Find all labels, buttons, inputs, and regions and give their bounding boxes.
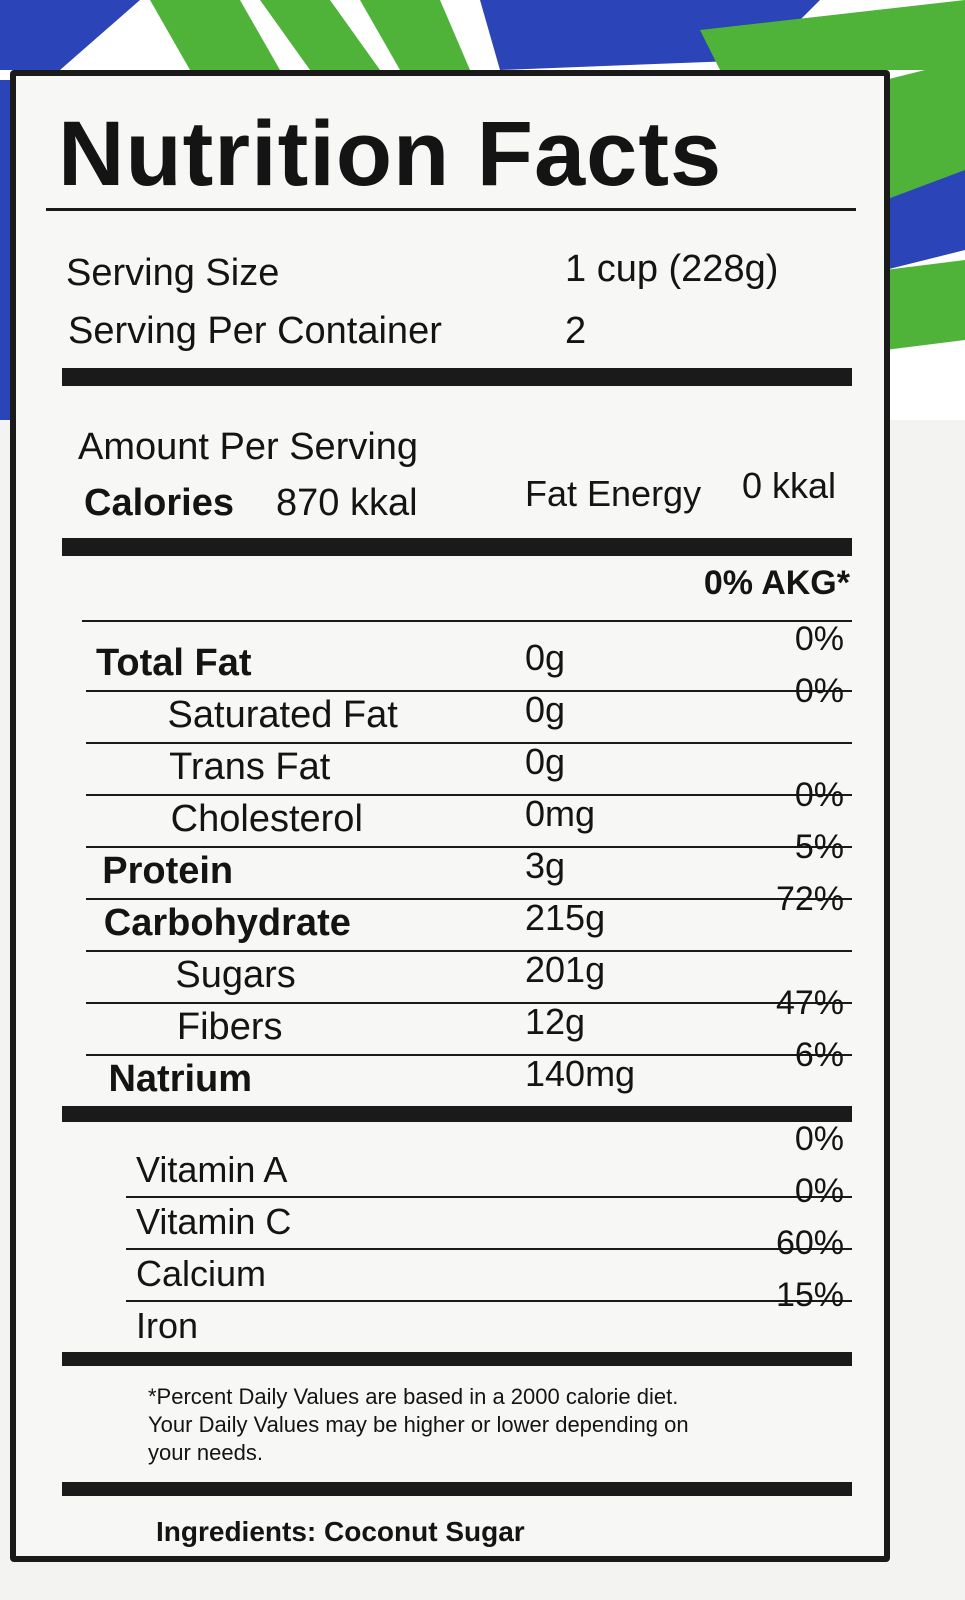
- nutrient-amount: 140mg: [525, 1053, 636, 1094]
- servings-per-container: 2: [565, 310, 587, 352]
- sub-nutrient-name: Cholesterol: [170, 798, 363, 840]
- sub-nutrient-name: Sugars: [175, 954, 296, 996]
- nutrient-amount: 201g: [525, 949, 606, 990]
- nutrient-dv: 6%: [794, 1036, 844, 1074]
- divider-line: [126, 1300, 852, 1302]
- vitamin-name: Calcium: [136, 1253, 267, 1294]
- vitamin-dv: 15%: [775, 1276, 844, 1314]
- divider-line: [86, 898, 852, 900]
- nutrient-amount: 0g: [525, 741, 566, 782]
- amount-per-serving: Amount Per Serving: [78, 426, 419, 468]
- sub-nutrient-name: Trans Fat: [169, 746, 331, 788]
- nutrient-amount: 0g: [525, 637, 566, 678]
- divider-line: [86, 950, 852, 952]
- divider-bar: [62, 538, 852, 556]
- fat-energy: 0 kkal: [742, 465, 837, 506]
- vitamin-name: Vitamin A: [136, 1149, 288, 1190]
- calories-label: Calories: [84, 482, 234, 524]
- vitamin-name: Iron: [136, 1305, 199, 1346]
- sub-nutrient-name: Saturated Fat: [167, 694, 398, 736]
- nutrient-name: Carbohydrate: [103, 902, 351, 944]
- nutrient-amount: 12g: [525, 1001, 586, 1042]
- nutrient-dv: 5%: [794, 828, 844, 866]
- nutrition-label: Nutrition Facts Serving Size 1 cup (228g) S…: [10, 70, 890, 1562]
- vitamin-dv: 0%: [794, 1172, 844, 1210]
- nutrient-dv: 72%: [775, 880, 844, 918]
- divider-bar: [62, 1352, 852, 1366]
- divider-line: [86, 794, 852, 796]
- divider-line: [86, 1002, 852, 1004]
- divider-bar: [62, 1482, 852, 1496]
- ingredients: Ingredients: Coconut Sugar: [156, 1516, 525, 1547]
- divider-line: [126, 1248, 852, 1250]
- divider-line: [86, 690, 852, 692]
- divider-line: [82, 620, 852, 622]
- servings-per-container-label: Serving Per Container: [68, 310, 442, 352]
- divider-line: [126, 1196, 852, 1198]
- nutrient-name: Natrium: [108, 1058, 253, 1100]
- footnote-line: Your Daily Values may be higher or lower…: [148, 1412, 689, 1437]
- calories: 870 kkal: [276, 482, 418, 524]
- vitamin-dv: 0%: [794, 1120, 844, 1158]
- divider-line: [86, 1054, 852, 1056]
- nutrient-dv: 0%: [794, 620, 844, 658]
- nutrient-dv: 0%: [794, 776, 844, 814]
- divider-line: [86, 742, 852, 744]
- nutrient-amount: 215g: [525, 897, 606, 938]
- serving-size: 1 cup (228g): [565, 248, 779, 290]
- fat-energy-label: Fat Energy: [525, 473, 702, 514]
- vitamin-name: Vitamin C: [136, 1201, 292, 1242]
- nutrient-amount: 3g: [525, 845, 566, 886]
- divider-bar: [62, 368, 852, 386]
- sub-nutrient-name: Fibers: [176, 1006, 283, 1048]
- dv-header: 0% AKG*: [703, 564, 850, 602]
- nutrient-dv: 47%: [775, 984, 844, 1022]
- divider-line: [86, 846, 852, 848]
- title: Nutrition Facts: [58, 103, 723, 205]
- nutrient-name: Protein: [102, 850, 234, 892]
- serving-size-label: Serving Size: [66, 252, 280, 294]
- vitamin-dv: 60%: [775, 1224, 844, 1262]
- divider-line: [46, 208, 856, 211]
- footnote-line: *Percent Daily Values are based in a 200…: [148, 1384, 679, 1409]
- footnote-line: your needs.: [148, 1440, 263, 1465]
- nutrient-dv: 0%: [794, 672, 844, 710]
- nutrient-amount: 0mg: [525, 793, 596, 834]
- nutrient-name: Total Fat: [96, 642, 252, 684]
- nutrient-amount: 0g: [525, 689, 566, 730]
- divider-bar: [62, 1106, 852, 1122]
